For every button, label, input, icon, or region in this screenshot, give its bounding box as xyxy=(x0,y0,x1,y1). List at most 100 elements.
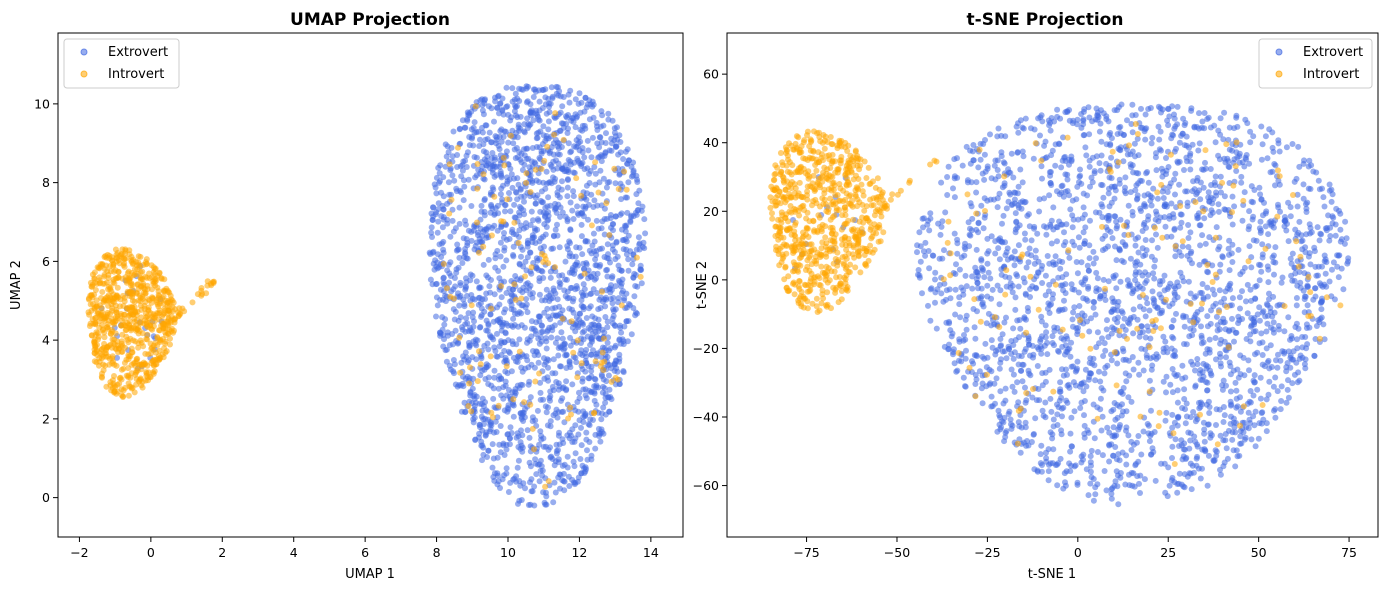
umap-point-introvert-2877 xyxy=(480,171,487,178)
umap-point-extrovert-622 xyxy=(615,151,622,158)
tsne-point-extrovert-1428 xyxy=(1174,158,1181,165)
tsne-point-extrovert-1373 xyxy=(1265,231,1272,238)
umap-point-extrovert-1554 xyxy=(559,178,565,185)
umap-point-extrovert-1771 xyxy=(602,303,609,310)
tsne-point-extrovert-987 xyxy=(1294,203,1301,210)
umap-point-extrovert-1433 xyxy=(472,436,479,443)
tsne-point-extrovert-1134 xyxy=(1085,492,1092,499)
tsne-point-extrovert-1897 xyxy=(1299,237,1306,244)
umap-point-introvert-2925 xyxy=(467,364,473,371)
umap-title: UMAP Projection xyxy=(290,10,450,30)
umap-legend-marker-introvert xyxy=(80,70,88,78)
tsne-point-extrovert-1204 xyxy=(1030,431,1037,437)
tsne-point-extrovert-1702 xyxy=(1264,155,1271,162)
umap-point-introvert-2699 xyxy=(151,318,158,325)
tsne-point-extrovert-781 xyxy=(977,140,984,147)
umap-point-introvert-2767 xyxy=(113,295,120,302)
tsne-point-extrovert-1921 xyxy=(1222,159,1229,166)
umap-point-introvert-2646 xyxy=(127,384,134,390)
tsne-point-extrovert-358 xyxy=(1090,260,1097,267)
tsne-point-extrovert-520 xyxy=(1140,367,1147,374)
tsne-point-extrovert-1506 xyxy=(1106,458,1113,465)
umap-point-extrovert-1115 xyxy=(561,419,568,426)
tsne-point-extrovert-17 xyxy=(973,246,980,253)
umap-point-extrovert-617 xyxy=(569,381,576,388)
umap-point-extrovert-2004 xyxy=(521,128,528,135)
tsne-point-extrovert-1783 xyxy=(1206,336,1213,343)
tsne-point-extrovert-1516 xyxy=(964,179,971,186)
umap-point-extrovert-738 xyxy=(469,272,476,279)
umap-point-extrovert-1702 xyxy=(473,239,480,246)
umap-point-extrovert-2099 xyxy=(594,350,601,357)
tsne-point-extrovert-457 xyxy=(1221,109,1228,116)
tsne-point-extrovert-1076 xyxy=(1132,461,1139,467)
tsne-point-extrovert-1433 xyxy=(1143,170,1150,177)
umap-point-extrovert-1757 xyxy=(463,279,470,286)
tsne-point-extrovert-954 xyxy=(1192,382,1199,389)
umap-point-extrovert-1812 xyxy=(580,336,587,343)
tsne-point-extrovert-1321 xyxy=(1278,398,1285,404)
umap-x-label: UMAP 1 xyxy=(345,567,395,582)
umap-point-introvert-2790 xyxy=(151,368,158,375)
tsne-point-extrovert-1671 xyxy=(1088,474,1095,481)
umap-point-extrovert-2085 xyxy=(452,327,459,334)
tsne-point-extrovert-948 xyxy=(1037,460,1044,467)
umap-point-extrovert-747 xyxy=(502,368,509,375)
umap-point-extrovert-12 xyxy=(602,314,609,320)
tsne-point-extrovert-960 xyxy=(1126,372,1133,379)
tsne-point-extrovert-1711 xyxy=(1130,441,1137,448)
umap-point-introvert-2937 xyxy=(495,402,502,409)
umap-point-introvert-2789 xyxy=(121,260,128,267)
tsne-point-extrovert-1787 xyxy=(1059,274,1066,281)
umap-point-extrovert-749 xyxy=(579,378,586,385)
umap-point-introvert-2727 xyxy=(91,269,98,276)
tsne-point-extrovert-1488 xyxy=(1060,336,1067,343)
tsne-point-extrovert-1160 xyxy=(1179,243,1186,250)
tsne-point-extrovert-1231 xyxy=(987,196,994,203)
tsne-point-extrovert-1952 xyxy=(1192,311,1199,318)
umap-point-extrovert-1417 xyxy=(636,241,643,248)
tsne-point-extrovert-130 xyxy=(1092,377,1099,384)
tsne-point-extrovert-1667 xyxy=(1128,469,1135,476)
tsne-point-extrovert-487 xyxy=(1213,356,1219,363)
umap-point-introvert-2456 xyxy=(129,297,136,304)
tsne-point-extrovert-1767 xyxy=(1334,252,1341,259)
umap-point-extrovert-1082 xyxy=(516,227,523,234)
umap-point-introvert-2921 xyxy=(516,348,523,355)
tsne-point-extrovert-1883 xyxy=(1019,124,1026,131)
tsne-point-extrovert-390 xyxy=(925,302,931,309)
umap-point-extrovert-2071 xyxy=(489,150,496,156)
tsne-point-extrovert-1884 xyxy=(1171,296,1178,303)
tsne-point-extrovert-1975 xyxy=(1117,123,1124,130)
tsne-point-extrovert-1128 xyxy=(1032,247,1039,254)
umap-point-extrovert-2065 xyxy=(479,457,485,464)
umap-point-extrovert-1736 xyxy=(478,239,485,246)
umap-point-extrovert-310 xyxy=(497,239,504,246)
umap-point-extrovert-224 xyxy=(536,291,543,298)
umap-point-introvert-2879 xyxy=(542,483,549,490)
tsne-point-extrovert-121 xyxy=(1182,420,1189,427)
umap-point-introvert-2948 xyxy=(608,378,615,385)
umap-point-extrovert-1522 xyxy=(590,204,597,210)
umap-point-extrovert-1238 xyxy=(563,365,570,371)
umap-point-introvert-2796 xyxy=(88,291,95,298)
umap-point-extrovert-1872 xyxy=(554,151,561,158)
tsne-point-extrovert-950 xyxy=(1048,240,1055,247)
umap-point-extrovert-1912 xyxy=(444,200,451,207)
umap-point-extrovert-1363 xyxy=(508,368,515,375)
tsne-point-extrovert-459 xyxy=(1015,242,1022,249)
tsne-point-extrovert-1657 xyxy=(1009,383,1016,390)
tsne-point-extrovert-1862 xyxy=(1013,123,1020,130)
umap-point-extrovert-2036 xyxy=(482,96,488,103)
umap-point-extrovert-1568 xyxy=(583,261,590,268)
umap-point-extrovert-1970 xyxy=(471,392,478,398)
umap-point-extrovert-1750 xyxy=(547,290,554,297)
tsne-point-extrovert-1317 xyxy=(1042,399,1049,406)
umap-point-introvert-2822 xyxy=(166,303,173,310)
tsne-point-extrovert-1973 xyxy=(1058,405,1065,412)
umap-point-extrovert-1875 xyxy=(583,315,590,321)
umap-point-extrovert-896 xyxy=(579,329,586,336)
umap-point-extrovert-1842 xyxy=(516,234,522,240)
tsne-point-extrovert-1492 xyxy=(919,290,925,297)
umap-point-extrovert-14 xyxy=(592,445,599,452)
